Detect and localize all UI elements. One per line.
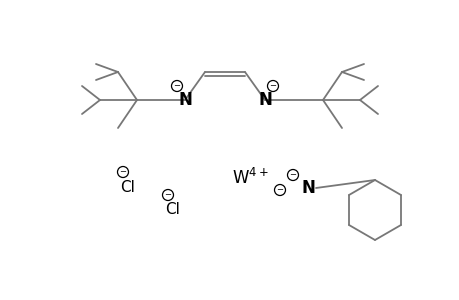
- Circle shape: [267, 80, 278, 92]
- Text: −: −: [164, 190, 171, 200]
- Text: N: N: [257, 91, 271, 109]
- Text: N: N: [300, 179, 314, 197]
- Circle shape: [162, 190, 173, 200]
- Circle shape: [117, 167, 128, 178]
- Text: W$^{4+}$: W$^{4+}$: [231, 168, 268, 188]
- Text: −: −: [289, 170, 296, 179]
- Text: −: −: [276, 185, 283, 194]
- Circle shape: [171, 80, 182, 92]
- Text: −: −: [269, 82, 276, 91]
- Text: −: −: [119, 167, 126, 176]
- Text: −: −: [173, 82, 180, 91]
- Text: N: N: [178, 91, 191, 109]
- Text: Cl: Cl: [165, 202, 180, 217]
- Circle shape: [287, 169, 298, 181]
- Circle shape: [274, 184, 285, 196]
- Text: Cl: Cl: [120, 181, 135, 196]
